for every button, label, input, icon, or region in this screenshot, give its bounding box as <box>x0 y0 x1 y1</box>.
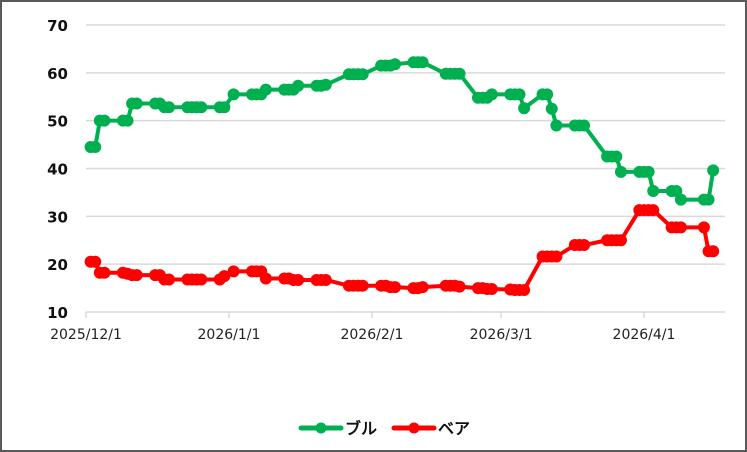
data-point-marker[interactable] <box>218 101 231 114</box>
data-point-marker[interactable] <box>697 221 710 234</box>
data-point-marker[interactable] <box>98 266 111 279</box>
data-point-marker[interactable] <box>541 88 554 101</box>
data-point-marker[interactable] <box>518 283 531 296</box>
data-point-marker[interactable] <box>227 265 240 278</box>
data-point-marker[interactable] <box>292 79 305 92</box>
data-point-marker[interactable] <box>578 119 591 132</box>
data-point-marker[interactable] <box>89 140 102 153</box>
data-point-marker[interactable] <box>647 204 660 217</box>
data-point-marker[interactable] <box>218 270 231 283</box>
data-point-marker[interactable] <box>259 83 272 96</box>
x-tick-label: 2026/4/1 <box>613 327 676 343</box>
legend: ブル ベア <box>298 419 470 438</box>
data-point-marker[interactable] <box>614 165 627 178</box>
x-tick-label: 2026/2/1 <box>340 327 403 343</box>
data-point-marker[interactable] <box>416 56 429 69</box>
data-point-marker[interactable] <box>702 193 715 206</box>
data-point-marker[interactable] <box>195 101 208 114</box>
data-point-marker[interactable] <box>319 78 332 91</box>
series-bull <box>84 56 720 206</box>
data-point-marker[interactable] <box>578 239 591 252</box>
data-point-marker[interactable] <box>485 88 498 101</box>
data-point-marker[interactable] <box>642 165 655 178</box>
data-point-marker[interactable] <box>674 221 687 234</box>
y-tick-label: 10 <box>47 304 68 322</box>
data-point-marker[interactable] <box>319 273 332 286</box>
series-lines <box>84 56 720 296</box>
data-point-marker[interactable] <box>130 97 143 110</box>
data-point-marker[interactable] <box>453 280 466 293</box>
data-point-marker[interactable] <box>356 279 369 292</box>
data-point-marker[interactable] <box>130 269 143 282</box>
x-tick-label: 2026/3/1 <box>470 327 533 343</box>
x-tick-label: 2026/1/1 <box>198 327 261 343</box>
data-point-marker[interactable] <box>227 88 240 101</box>
x-tick-label: 2025/12/1 <box>50 327 122 343</box>
legend-item-bull[interactable]: ブル <box>298 419 377 438</box>
y-tick-label: 70 <box>47 17 68 35</box>
data-point-marker[interactable] <box>550 250 563 263</box>
y-axis: 10 20 30 40 50 60 70 <box>47 17 68 322</box>
legend-marker-bull-icon <box>315 422 327 434</box>
legend-item-bear[interactable]: ベア <box>391 419 470 438</box>
legend-marker-bear-icon <box>408 422 420 434</box>
data-point-marker[interactable] <box>545 102 558 115</box>
data-point-marker[interactable] <box>388 58 401 71</box>
data-point-marker[interactable] <box>259 272 272 285</box>
data-point-marker[interactable] <box>98 114 111 127</box>
data-point-marker[interactable] <box>707 245 720 258</box>
series-line <box>90 60 716 202</box>
data-point-marker[interactable] <box>513 88 526 101</box>
data-point-marker[interactable] <box>610 150 623 163</box>
x-axis: 2025/12/1 2026/1/1 2026/2/1 2026/3/1 2026/4/… <box>50 312 675 343</box>
legend-label-bear: ベア <box>438 419 470 438</box>
data-point-marker[interactable] <box>163 101 176 114</box>
gridlines <box>86 24 725 313</box>
legend-label-bull: ブル <box>345 419 377 438</box>
y-tick-label: 60 <box>47 65 68 83</box>
data-point-marker[interactable] <box>163 273 176 286</box>
data-point-marker[interactable] <box>356 68 369 81</box>
data-point-marker[interactable] <box>707 164 720 177</box>
data-point-marker[interactable] <box>518 102 531 115</box>
y-tick-label: 20 <box>47 256 68 274</box>
y-tick-label: 40 <box>47 161 68 179</box>
data-point-marker[interactable] <box>453 67 466 80</box>
data-point-marker[interactable] <box>550 119 563 132</box>
data-point-marker[interactable] <box>647 184 660 197</box>
data-point-marker[interactable] <box>292 273 305 286</box>
data-point-marker[interactable] <box>195 273 208 286</box>
data-point-marker[interactable] <box>674 193 687 206</box>
data-point-marker[interactable] <box>416 281 429 294</box>
data-point-marker[interactable] <box>89 255 102 268</box>
y-tick-label: 50 <box>47 113 68 131</box>
series-bear <box>84 204 720 296</box>
data-point-marker[interactable] <box>388 281 401 294</box>
y-tick-label: 30 <box>47 208 68 226</box>
data-point-marker[interactable] <box>614 234 627 247</box>
data-point-marker[interactable] <box>485 283 498 296</box>
data-point-marker[interactable] <box>121 114 134 127</box>
